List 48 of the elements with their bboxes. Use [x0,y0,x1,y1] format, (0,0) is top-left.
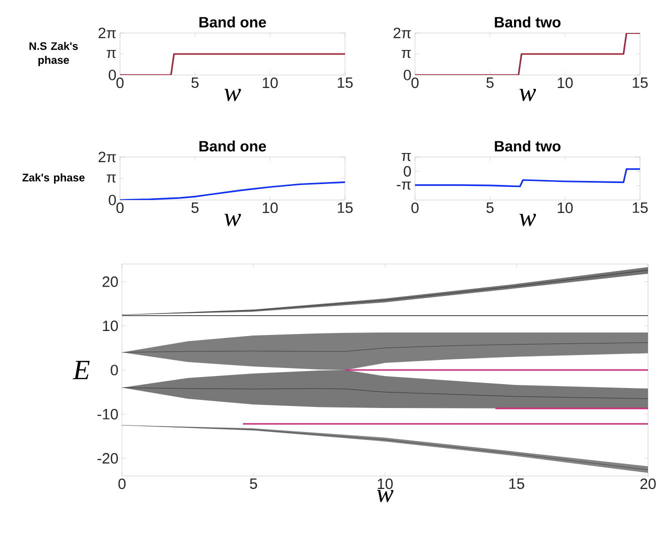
chart-title: Band one [199,140,266,152]
y-tick-label: -π [396,182,411,190]
x-tick-label: 15 [509,478,524,489]
y-axis-title: E [72,360,90,380]
chart-title: Band two [494,140,561,152]
x-tick-label: 10 [558,202,573,214]
x-tick-label: 5 [250,478,258,489]
chart-title: Band two [494,16,561,28]
y-tick-label: 0 [108,194,116,206]
x-axis-title: w [376,490,394,502]
chart-title: Band one [199,16,266,28]
x-tick-label: 10 [262,78,278,88]
x-axis-title: w [519,88,536,102]
y-tick-label: 0 [404,166,411,177]
x-tick-label: 10 [262,202,278,214]
y-axis-title: N.S Zak's phase [30,42,78,66]
y-tick-label: 10 [103,320,118,332]
x-tick-label: 5 [191,202,199,213]
x-tick-label: 15 [632,202,648,213]
x-tick-label: 0 [411,202,419,214]
y-tick-label: π [106,50,116,58]
x-tick-label: 5 [486,78,494,88]
y-axis-title: Zak's phase [22,173,85,184]
x-tick-label: 15 [338,202,353,213]
x-tick-label: 15 [338,78,353,88]
x-tick-label: 10 [378,478,393,490]
y-tick-label: 20 [102,276,118,287]
x-axis-title: w [224,88,241,102]
y-tick-label: 2π [98,28,116,38]
x-tick-label: 5 [191,78,199,88]
x-axis-title: w [224,214,241,226]
y-tick-label: 2π [98,152,116,162]
y-tick-label: π [402,152,411,162]
y-tick-label: 0 [108,70,116,80]
y-tick-label: 0 [404,70,411,80]
x-tick-label: 5 [486,202,494,213]
y-tick-label: π [106,174,116,183]
y-tick-label: 2π [394,28,411,38]
x-tick-label: 20 [640,478,656,490]
y-tick-label: 0 [110,364,118,376]
x-tick-label: 0 [118,478,126,490]
y-tick-label: -20 [98,453,118,464]
x-tick-label: 0 [411,78,419,88]
x-tick-label: 10 [558,78,573,88]
x-axis-title: w [519,214,536,226]
x-tick-label: 15 [632,78,648,88]
y-tick-label: -10 [98,408,118,420]
y-tick-label: π [402,50,411,58]
